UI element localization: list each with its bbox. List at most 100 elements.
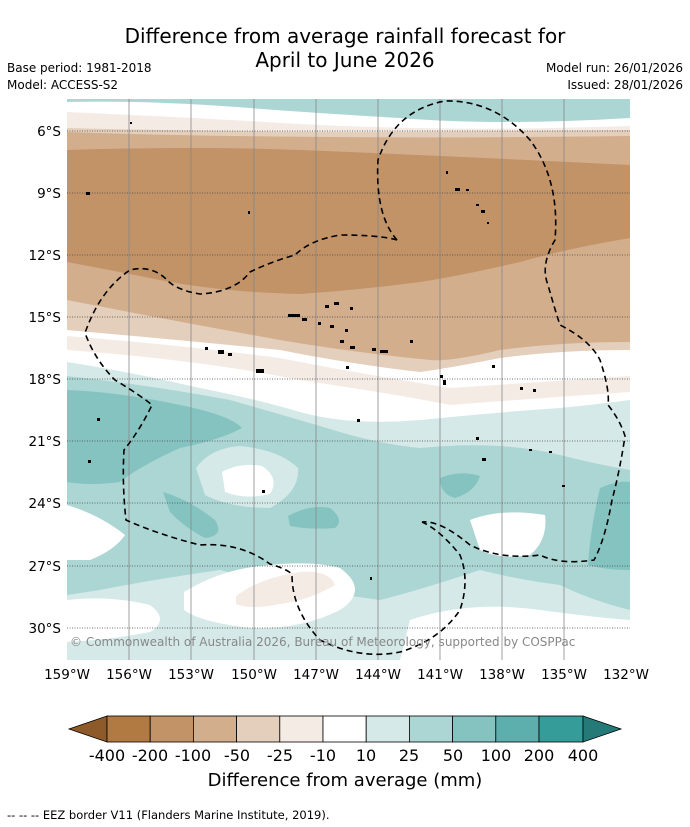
island	[345, 329, 348, 332]
lon-label: 144°W	[355, 667, 401, 683]
island	[288, 314, 300, 317]
copyright-text: © Commonwealth of Australia 2026, Bureau…	[70, 635, 575, 649]
island	[466, 189, 469, 191]
lat-label: 21°S	[29, 434, 62, 450]
island	[350, 346, 355, 349]
neutral-hole	[222, 464, 274, 497]
island	[370, 577, 372, 580]
island	[443, 380, 446, 385]
map-fill	[67, 99, 630, 660]
island	[86, 192, 90, 195]
island	[340, 340, 344, 343]
island	[318, 322, 321, 325]
island	[130, 122, 132, 124]
neutral-west-hole	[67, 505, 125, 560]
colorbar-swatch	[365, 715, 410, 743]
colorbar-tick-label: -100	[174, 746, 212, 765]
wet-pocket-east	[588, 481, 630, 570]
lat-label: 9°S	[37, 186, 61, 202]
meta-left: Base period: 1981-2018 Model: ACCESS-S2	[7, 60, 152, 94]
island	[520, 387, 523, 390]
top-slight-dry-band	[67, 112, 630, 132]
island	[529, 449, 532, 451]
island	[218, 350, 224, 354]
island	[302, 318, 307, 321]
island	[248, 211, 250, 214]
island	[262, 490, 265, 493]
island	[350, 307, 353, 310]
latitude-labels: 6°S 9°S 12°S 15°S 18°S 21°S 24°S 27°S 30…	[29, 124, 62, 637]
lon-label: 138°W	[479, 667, 525, 683]
eez-footnote: -- -- -- EEZ border V11 (Flanders Marine…	[7, 808, 330, 822]
island	[346, 366, 349, 369]
slight-dry-band	[67, 336, 630, 405]
island	[357, 419, 360, 422]
colorbar-tick-label: 25	[398, 746, 420, 765]
map-title: Difference from average rainfall forecas…	[0, 24, 690, 72]
lat-label: 15°S	[29, 310, 62, 326]
island	[256, 369, 264, 373]
colorbar-swatch	[236, 715, 281, 743]
colorbar-swatch	[279, 715, 324, 743]
colorbar-tick-label: 10	[355, 746, 377, 765]
island	[446, 171, 448, 174]
neutral-sw-hole	[67, 598, 160, 642]
dry-band-core	[67, 148, 630, 294]
rainfall-map: © Commonwealth of Australia 2026, Bureau…	[29, 99, 649, 683]
colorbar-swatch	[192, 715, 237, 743]
lon-label: 135°W	[541, 667, 587, 683]
wet-pocket-b	[288, 507, 339, 529]
lat-label: 27°S	[29, 559, 62, 575]
title-line-1: Difference from average rainfall forecas…	[124, 24, 566, 48]
colorbar-tick-label: 100	[480, 746, 512, 765]
meta-right: Model run: 26/01/2026 Issued: 28/01/2026	[546, 60, 683, 94]
island	[476, 437, 479, 440]
wet-pocket-c	[440, 473, 480, 498]
lat-label: 6°S	[37, 124, 61, 140]
island	[330, 325, 334, 328]
longitude-gridlines	[128, 99, 565, 660]
colorbar-swatch	[322, 715, 367, 743]
colorbar-extend-low	[67, 715, 108, 743]
lat-label: 24°S	[29, 496, 62, 512]
lat-label: 18°S	[29, 372, 62, 388]
lon-label: 159°W	[44, 667, 90, 683]
lon-label: 150°W	[231, 667, 277, 683]
slight-dry-south	[236, 571, 335, 607]
lat-label: 12°S	[29, 248, 62, 264]
lon-label: 141°W	[417, 667, 463, 683]
island	[228, 353, 232, 356]
island	[325, 305, 329, 308]
colorbar-tick-label: 200	[523, 746, 555, 765]
island	[440, 375, 443, 378]
colorbar-swatch	[538, 715, 584, 743]
island	[476, 204, 479, 206]
island	[372, 348, 376, 351]
island	[205, 347, 208, 350]
island	[410, 340, 413, 343]
colorbar-swatch	[495, 715, 540, 743]
island	[334, 302, 339, 305]
base-period: Base period: 1981-2018	[7, 61, 152, 75]
colorbar-tick-label: -50	[223, 746, 251, 765]
lon-label: 147°W	[293, 667, 339, 683]
neutral-se-hole	[400, 606, 630, 660]
wet-south-core-west	[67, 390, 242, 484]
colorbar-tick-label: -25	[266, 746, 294, 765]
colorbar-tick-label: -400	[88, 746, 126, 765]
model-name: Model: ACCESS-S2	[7, 78, 119, 92]
colorbar	[67, 715, 623, 743]
eez-borders	[84, 100, 626, 656]
longitude-labels: 159°W 156°W 153°W 150°W 147°W 144°W 141°…	[44, 667, 649, 683]
colorbar-tick-label: -200	[131, 746, 169, 765]
colorbar-tick-label: 400	[567, 746, 599, 765]
model-run: Model run: 26/01/2026	[545, 61, 683, 75]
lon-label: 156°W	[106, 667, 152, 683]
lat-label: 30°S	[29, 621, 62, 637]
colorbar-swatch	[408, 715, 453, 743]
island	[492, 365, 495, 368]
colorbar-swatch	[149, 715, 194, 743]
top-wet-band	[67, 99, 630, 122]
island	[482, 458, 486, 461]
island	[455, 188, 460, 191]
